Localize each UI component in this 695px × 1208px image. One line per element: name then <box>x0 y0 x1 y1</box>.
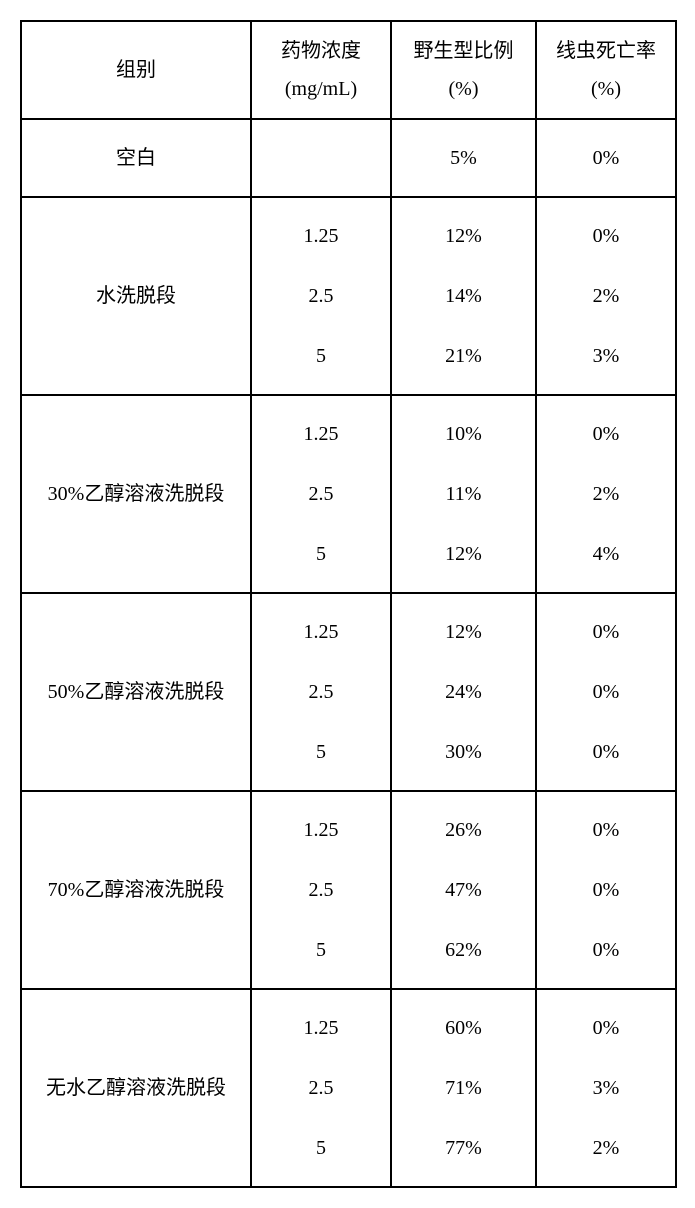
cell-value: 0% <box>593 1017 620 1039</box>
cell-value: 5 <box>316 345 326 367</box>
table-body: 空白 5% 0% 水洗脱段 1.25 2.5 5 12% 14% 21% 0% … <box>21 119 676 1187</box>
cell-value: 12% <box>445 225 482 247</box>
cell-value: 12% <box>445 621 482 643</box>
cell-value: 0% <box>593 423 620 445</box>
group-label: 70%乙醇溶液洗脱段 <box>21 791 251 989</box>
cell-value: 2.5 <box>309 483 334 505</box>
header-conc-l2: (mg/mL) <box>285 78 357 100</box>
group-death: 0% 0% 0% <box>536 593 676 791</box>
header-death-l2: (%) <box>591 78 621 100</box>
group-conc: 1.25 2.5 5 <box>251 197 391 395</box>
group-wild: 26% 47% 62% <box>391 791 536 989</box>
group-label: 50%乙醇溶液洗脱段 <box>21 593 251 791</box>
cell-value: 2.5 <box>309 285 334 307</box>
cell-value: 3% <box>593 1077 620 1099</box>
cell-value: 12% <box>445 543 482 565</box>
table-row: 水洗脱段 1.25 2.5 5 12% 14% 21% 0% 2% 3% <box>21 197 676 395</box>
cell-value: 0% <box>593 939 620 961</box>
group-conc: 1.25 2.5 5 <box>251 791 391 989</box>
results-table: 组别 药物浓度 (mg/mL) 野生型比例 (%) 线虫死亡率 (%) 空白 5… <box>20 20 677 1188</box>
cell-value: 0% <box>593 819 620 841</box>
cell-value: 1.25 <box>304 1017 339 1039</box>
cell-value: 2.5 <box>309 879 334 901</box>
table-row: 30%乙醇溶液洗脱段 1.25 2.5 5 10% 11% 12% 0% 2% … <box>21 395 676 593</box>
cell-value: 47% <box>445 879 482 901</box>
group-wild: 12% 24% 30% <box>391 593 536 791</box>
cell-value: 0% <box>593 225 620 247</box>
cell-value: 5 <box>316 1137 326 1159</box>
table-row: 70%乙醇溶液洗脱段 1.25 2.5 5 26% 47% 62% 0% 0% … <box>21 791 676 989</box>
blank-row: 空白 5% 0% <box>21 119 676 197</box>
group-wild: 10% 11% 12% <box>391 395 536 593</box>
cell-value: 62% <box>445 939 482 961</box>
table-row: 无水乙醇溶液洗脱段 1.25 2.5 5 60% 71% 77% 0% 3% 2… <box>21 989 676 1187</box>
header-conc: 药物浓度 (mg/mL) <box>251 21 391 119</box>
header-death: 线虫死亡率 (%) <box>536 21 676 119</box>
cell-value: 5 <box>316 939 326 961</box>
group-conc: 1.25 2.5 5 <box>251 395 391 593</box>
blank-label: 空白 <box>21 119 251 197</box>
group-conc: 1.25 2.5 5 <box>251 989 391 1187</box>
header-death-l1: 线虫死亡率 <box>556 40 656 62</box>
cell-value: 0% <box>593 879 620 901</box>
header-wild: 野生型比例 (%) <box>391 21 536 119</box>
cell-value: 26% <box>445 819 482 841</box>
cell-value: 5 <box>316 741 326 763</box>
header-wild-l1: 野生型比例 <box>414 40 514 62</box>
cell-value: 11% <box>446 483 482 505</box>
header-conc-l1: 药物浓度 <box>281 40 361 62</box>
table-row: 50%乙醇溶液洗脱段 1.25 2.5 5 12% 24% 30% 0% 0% … <box>21 593 676 791</box>
cell-value: 2.5 <box>309 681 334 703</box>
cell-value: 0% <box>593 621 620 643</box>
cell-value: 77% <box>445 1137 482 1159</box>
cell-value: 5 <box>316 543 326 565</box>
cell-value: 1.25 <box>304 423 339 445</box>
cell-value: 0% <box>593 741 620 763</box>
cell-value: 1.25 <box>304 225 339 247</box>
blank-death: 0% <box>536 119 676 197</box>
cell-value: 71% <box>445 1077 482 1099</box>
cell-value: 2.5 <box>309 1077 334 1099</box>
cell-value: 30% <box>445 741 482 763</box>
group-death: 0% 2% 4% <box>536 395 676 593</box>
group-death: 0% 2% 3% <box>536 197 676 395</box>
group-conc: 1.25 2.5 5 <box>251 593 391 791</box>
header-row: 组别 药物浓度 (mg/mL) 野生型比例 (%) 线虫死亡率 (%) <box>21 21 676 119</box>
cell-value: 4% <box>593 543 620 565</box>
cell-value: 10% <box>445 423 482 445</box>
group-label: 水洗脱段 <box>21 197 251 395</box>
cell-value: 1.25 <box>304 621 339 643</box>
header-wild-l2: (%) <box>449 78 479 100</box>
blank-wild: 5% <box>391 119 536 197</box>
header-group: 组别 <box>21 21 251 119</box>
cell-value: 14% <box>445 285 482 307</box>
cell-value: 2% <box>593 285 620 307</box>
group-label: 30%乙醇溶液洗脱段 <box>21 395 251 593</box>
group-death: 0% 3% 2% <box>536 989 676 1187</box>
group-label: 无水乙醇溶液洗脱段 <box>21 989 251 1187</box>
group-wild: 12% 14% 21% <box>391 197 536 395</box>
group-death: 0% 0% 0% <box>536 791 676 989</box>
cell-value: 1.25 <box>304 819 339 841</box>
cell-value: 3% <box>593 345 620 367</box>
cell-value: 0% <box>593 681 620 703</box>
group-wild: 60% 71% 77% <box>391 989 536 1187</box>
blank-conc <box>251 119 391 197</box>
cell-value: 24% <box>445 681 482 703</box>
cell-value: 21% <box>445 345 482 367</box>
cell-value: 2% <box>593 483 620 505</box>
cell-value: 60% <box>445 1017 482 1039</box>
cell-value: 2% <box>593 1137 620 1159</box>
